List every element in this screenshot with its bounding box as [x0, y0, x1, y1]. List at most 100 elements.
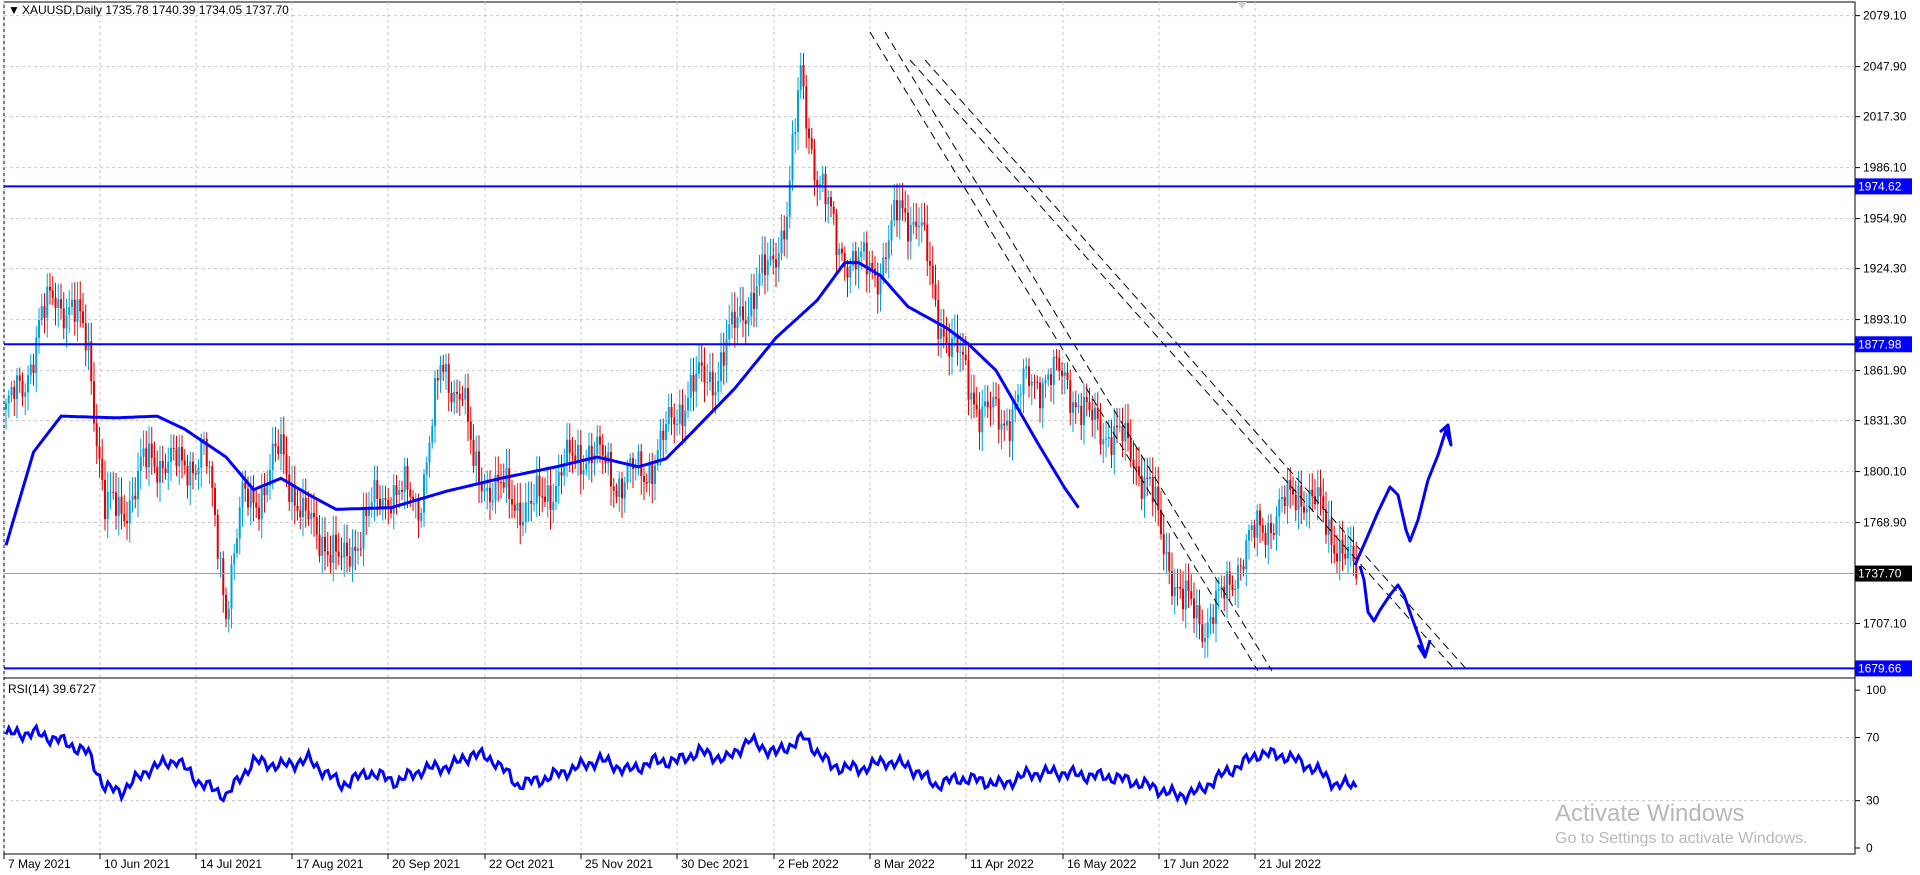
- candle-body: [291, 484, 293, 502]
- watermark-subtitle: Go to Settings to activate Windows.: [1555, 830, 1808, 847]
- activation-watermark: Activate Windows Go to Settings to activ…: [1555, 800, 1808, 850]
- date-label: 17 Jun 2022: [1163, 857, 1229, 871]
- candle-body: [882, 257, 885, 278]
- candle-body: [588, 445, 590, 464]
- candle-body: [500, 482, 502, 484]
- candle-body: [695, 373, 698, 392]
- candle-body: [35, 337, 38, 374]
- candle-body: [846, 267, 849, 278]
- price-tick-label: 1954.90: [1863, 212, 1907, 226]
- candle-body: [964, 354, 967, 361]
- candle-body: [689, 375, 692, 398]
- candle-body: [40, 306, 43, 321]
- candle-body: [280, 434, 282, 455]
- candle-body: [1226, 571, 1228, 599]
- candle-body: [1110, 436, 1113, 455]
- candle-body: [1316, 487, 1319, 505]
- candle-body: [1286, 480, 1289, 507]
- candle-body: [978, 409, 981, 433]
- rsi-tick-label: 70: [1866, 731, 1880, 745]
- candle-body: [1143, 477, 1146, 499]
- candle-body: [582, 469, 585, 475]
- candle-body: [29, 364, 32, 376]
- candle-body: [1217, 589, 1220, 591]
- candle-body: [901, 200, 904, 209]
- date-label: 30 Dec 2021: [681, 857, 749, 871]
- candle-body: [821, 173, 824, 185]
- candle-body: [516, 502, 519, 511]
- candle-body: [186, 465, 189, 486]
- rsi-indicator: [4, 723, 1358, 806]
- candle-body: [483, 490, 486, 492]
- candle-body: [51, 290, 54, 298]
- candle-body: [1080, 405, 1083, 425]
- candle-body: [755, 286, 758, 309]
- candle-body: [1017, 394, 1019, 402]
- channel-line: [884, 31, 1273, 672]
- candle-body: [307, 510, 310, 520]
- candle-body: [810, 138, 813, 149]
- candle-body: [453, 392, 456, 403]
- candle-body: [392, 485, 395, 514]
- candle-body: [62, 308, 65, 329]
- candle-body: [164, 468, 167, 473]
- candle-body: [401, 489, 403, 492]
- candle-body: [436, 378, 439, 381]
- candle-body: [610, 452, 612, 487]
- candle-body: [1165, 552, 1168, 555]
- candle-body: [376, 480, 379, 499]
- candle-body: [714, 391, 717, 396]
- candle-body: [1234, 588, 1237, 591]
- candle-body: [808, 128, 810, 139]
- candle-body: [10, 386, 13, 396]
- candle-body: [1215, 590, 1217, 624]
- candle-body: [478, 451, 480, 484]
- candle-body: [1135, 466, 1138, 468]
- candle-body: [109, 491, 112, 493]
- candle-body: [139, 456, 142, 471]
- candle-body: [1146, 477, 1149, 479]
- candle-body: [1151, 476, 1154, 503]
- candle-body: [90, 341, 93, 382]
- chart-shift-icon[interactable]: [1237, 2, 1247, 9]
- candle-body: [717, 381, 720, 392]
- rsi-tick-label: 30: [1866, 794, 1880, 808]
- candle-body: [1033, 381, 1036, 383]
- candle-body: [687, 397, 689, 411]
- candle-body: [835, 213, 838, 256]
- candle-body: [1245, 540, 1248, 570]
- candle-body: [269, 469, 271, 486]
- candle-body: [49, 286, 51, 291]
- candle-body: [423, 474, 425, 513]
- candle-body: [769, 255, 772, 260]
- candle-body: [824, 173, 827, 205]
- candle-body: [1201, 624, 1204, 642]
- price-tick-label: 1924.30: [1863, 262, 1907, 276]
- candle-body: [131, 495, 134, 500]
- candle-body: [1083, 397, 1085, 425]
- rsi-tick-label: 100: [1866, 683, 1886, 697]
- candle-body: [656, 450, 659, 466]
- candle-body: [351, 546, 354, 567]
- symbol-menu-icon[interactable]: ▼: [8, 3, 20, 17]
- candle-body: [788, 180, 791, 217]
- candle-body: [222, 558, 225, 596]
- candle-body: [340, 556, 343, 558]
- candle-body: [76, 299, 79, 322]
- candle-body: [832, 206, 835, 214]
- candle-body: [709, 371, 711, 383]
- candle-body: [992, 397, 995, 408]
- candle-body: [5, 403, 7, 410]
- candle-body: [590, 445, 593, 464]
- candle-body: [522, 521, 524, 526]
- candle-body: [150, 443, 153, 458]
- candle-body: [533, 503, 535, 505]
- candle-body: [183, 460, 186, 466]
- candle-body: [1039, 382, 1041, 409]
- candle-body: [252, 488, 255, 503]
- candle-body: [1173, 586, 1176, 597]
- candle-body: [571, 452, 574, 456]
- candle-body: [648, 462, 651, 484]
- candle-body: [904, 208, 907, 213]
